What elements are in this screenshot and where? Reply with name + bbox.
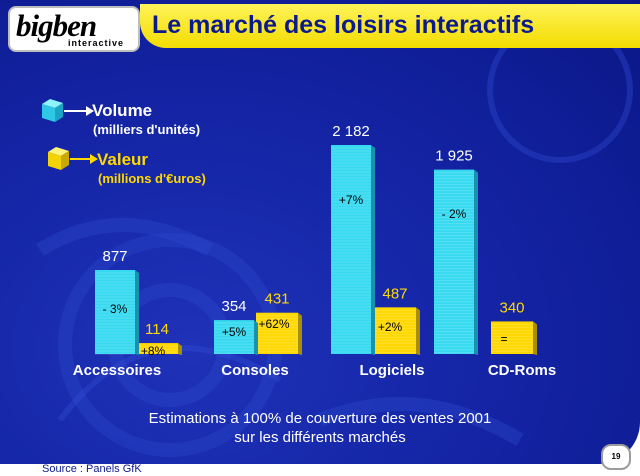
value-bar-3-side [533,321,537,355]
volume-value-label: 1 925 [435,148,473,165]
category-label: CD-Roms [488,362,556,379]
page-title: Le marché des loisirs interactifs [152,11,535,39]
page-number-badge: 19 [601,444,631,470]
value-value-label: 340 [499,299,524,316]
value-value-label: 114 [145,321,169,338]
volume-cube-icon [42,99,63,122]
value-bar-0 [136,343,178,354]
volume-bar-3-side [474,169,478,355]
footnote-line-1: Estimations à 100% de couverture des ven… [148,410,492,427]
value-bar-1-side [298,312,302,355]
volume-bar-2 [331,145,371,354]
logo: bigben interactive [8,6,140,52]
legend-value-unit: (millions d'€uros) [98,171,206,186]
value-change-label: +62% [258,317,289,331]
volume-bar-0-side [135,269,139,355]
volume-value-label: 2 182 [332,123,370,140]
value-value-label: 487 [382,285,407,302]
value-value-label: 431 [264,291,289,308]
volume-value-label: 354 [221,298,246,315]
value-bar-2 [374,307,416,354]
value-change-label: = [500,332,507,346]
legend-value-title: Valeur [97,150,149,169]
value-bar-2-side [416,307,420,355]
value-arrow-head [90,154,98,164]
volume-bar-3 [434,169,474,354]
volume-change-label: - 3% [103,302,128,316]
footnote-line-2: sur les différents marchés [234,429,406,446]
category-label: Logiciels [359,362,424,379]
legend-volume-unit: (milliers d'unités) [93,122,201,137]
title-bar [140,4,640,48]
volume-bar-1-side [254,320,258,355]
category-label: Accessoires [73,362,161,379]
volume-change-label: +5% [222,325,247,339]
volume-bar-0 [95,269,135,354]
volume-change-label: - 2% [442,207,467,221]
value-bar-1 [256,312,298,354]
slide-panel [0,0,640,464]
volume-bar-1 [214,320,254,354]
value-change-label: +8% [141,344,166,358]
source-note: Source : Panels GfK [42,463,142,475]
volume-value-label: 877 [102,248,127,265]
value-change-label: +2% [378,320,403,334]
volume-arrow-head [86,106,94,116]
legend-volume-title: Volume [92,101,153,120]
category-label: Consoles [221,362,289,379]
logo-subtitle: interactive [68,38,125,48]
header: bigben interactive Le marché des loisirs… [0,0,640,62]
volume-bar-2-side [371,145,375,355]
value-bar-0-side [178,343,182,355]
volume-change-label: +7% [339,193,364,207]
value-cube-icon [48,147,69,170]
value-bar-3 [491,321,533,354]
logo-wordmark: bigben [16,8,97,43]
